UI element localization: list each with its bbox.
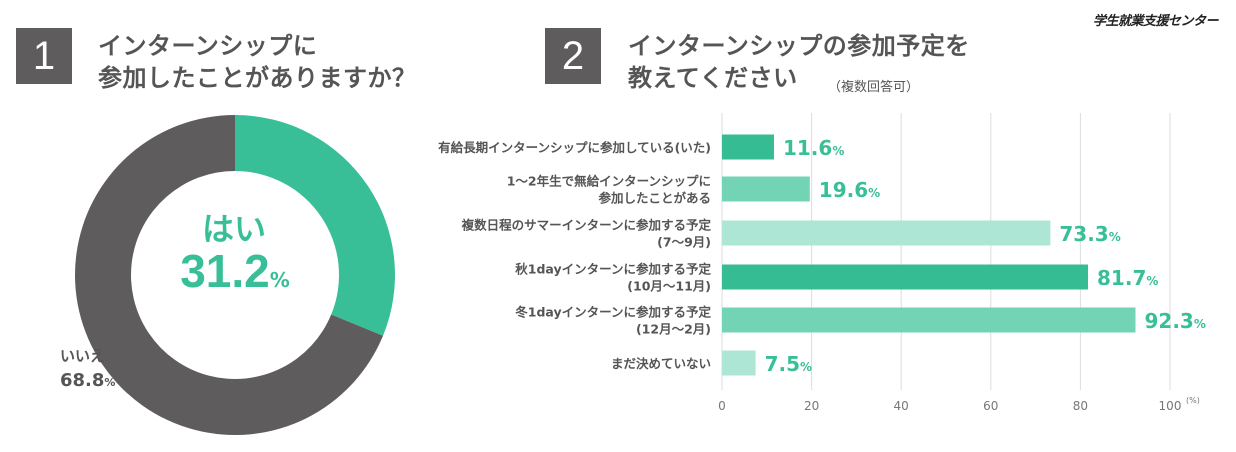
- category-label: 複数日程のサマーインターンに参加する予定: [461, 218, 712, 233]
- donut-slice-yes: [235, 115, 395, 336]
- donut-no-label: いいえ: [60, 347, 106, 365]
- bar-value-label: 19.6%: [819, 178, 880, 202]
- category-label: 秋1dayインターンに参加する予定: [515, 262, 711, 277]
- question1-title-line1: インターンシップに: [98, 32, 318, 60]
- bar-value-label: 92.3%: [1145, 309, 1206, 333]
- bar: [722, 134, 774, 160]
- bar-value-label: 81.7%: [1097, 266, 1158, 290]
- bar: [722, 176, 810, 202]
- bar-value-label: 73.3%: [1059, 222, 1120, 246]
- bar-value-label: 11.6%: [783, 136, 844, 160]
- donut-yes-number: 31.2: [180, 245, 270, 297]
- donut-no-value: 68.8%: [60, 370, 115, 391]
- donut-slice-no: [75, 115, 384, 435]
- category-label: 参加したことがある: [598, 191, 711, 206]
- category-label: (10月〜11月): [627, 279, 711, 294]
- donut-no-number: 68.8: [60, 370, 105, 391]
- bar: [722, 350, 756, 376]
- source-label: 学生就業支援センター: [1092, 14, 1219, 29]
- question2-title-line1: インターンシップの参加予定を: [628, 32, 970, 60]
- category-label: まだ決めていない: [611, 356, 711, 371]
- question2-note: （複数回答可）: [828, 80, 920, 95]
- donut-no-unit: %: [104, 376, 116, 389]
- question2-title: インターンシップの参加予定を 教えてください: [628, 30, 970, 94]
- x-tick-label: 80: [1073, 399, 1088, 413]
- question2-number: 2: [545, 28, 601, 84]
- category-label: (7〜9月): [657, 235, 711, 250]
- bar: [722, 220, 1051, 246]
- category-label: 1〜2年生で無給インターンシップに: [507, 174, 711, 189]
- category-label: 冬1dayインターンに参加する予定: [515, 305, 711, 320]
- donut-chart: [75, 115, 395, 435]
- x-tick-label: 20: [804, 399, 819, 413]
- question2-title-line2: 教えてください: [628, 64, 798, 92]
- category-label: (12月〜2月): [636, 322, 711, 337]
- question1-title: インターンシップに 参加したことがありますか？: [98, 30, 417, 94]
- x-tick-label: 60: [983, 399, 998, 413]
- bar: [722, 307, 1136, 333]
- donut-yes-label: はい: [201, 210, 266, 248]
- donut-yes-value: 31.2%: [150, 244, 320, 298]
- bar: [722, 264, 1089, 290]
- bar-value-label: 7.5%: [765, 352, 812, 376]
- category-label: 有給長期インターンシップに参加している(いた): [438, 140, 711, 155]
- x-unit-label: (%): [1186, 396, 1200, 405]
- question1-number: 1: [16, 28, 72, 84]
- x-tick-label: 0: [718, 399, 726, 413]
- donut-yes-unit: %: [269, 268, 290, 292]
- x-tick-label: 40: [894, 399, 909, 413]
- x-tick-label: 100: [1159, 399, 1182, 413]
- question1-title-line2: 参加したことがありますか？: [98, 64, 417, 92]
